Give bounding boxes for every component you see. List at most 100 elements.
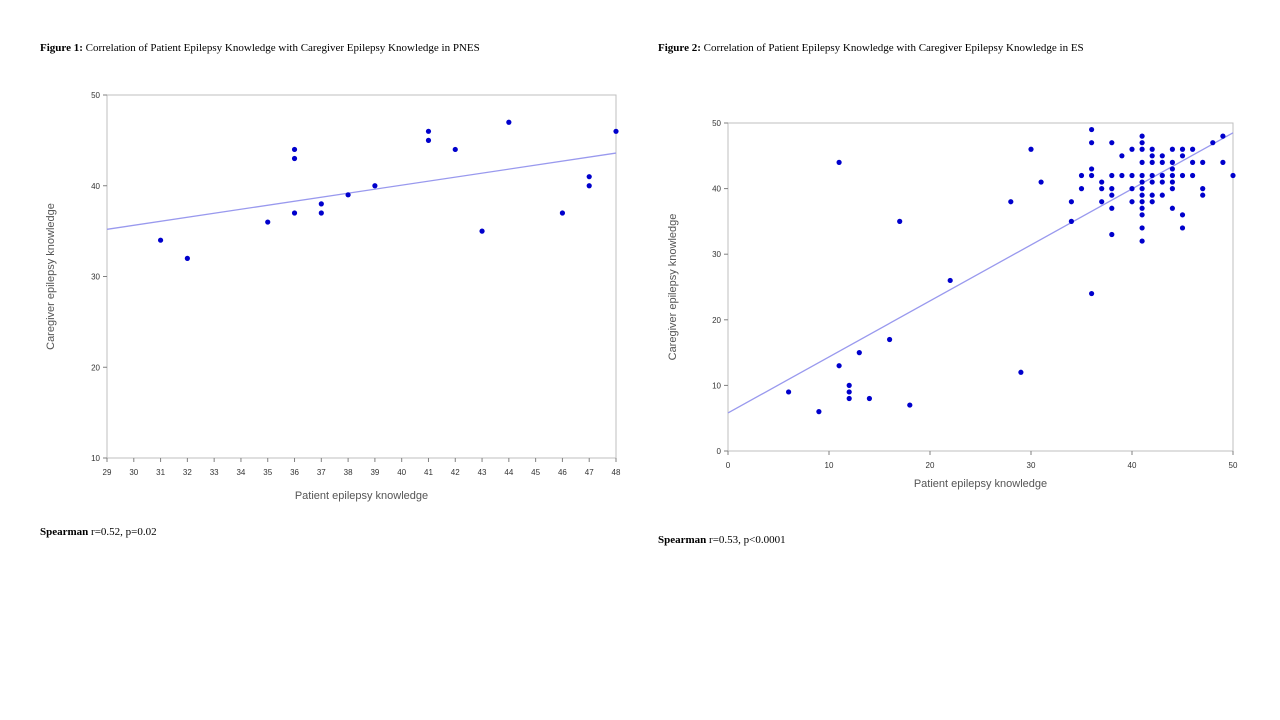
x-tick-label: 29 [103, 468, 112, 477]
data-point [318, 210, 324, 216]
data-point [1139, 172, 1145, 179]
data-point [1149, 172, 1155, 179]
figure-2-title: Figure 2: Correlation of Patient Epileps… [658, 42, 1084, 54]
data-point [1159, 159, 1165, 165]
figure-1-title: Figure 1: Correlation of Patient Epileps… [40, 42, 480, 54]
data-point [265, 219, 271, 225]
figure-1-stat-label: Spearman [40, 526, 89, 538]
x-tick-label: 40 [397, 468, 406, 477]
data-point [907, 402, 913, 408]
x-tick-label: 47 [585, 468, 594, 477]
x-tick-label: 10 [825, 461, 834, 470]
y-tick-label: 40 [91, 182, 100, 191]
y-tick-label: 50 [91, 91, 100, 100]
data-point [1169, 172, 1175, 179]
x-axis-label: Patient epilepsy knowledge [295, 490, 428, 502]
data-point [1089, 126, 1095, 133]
data-point [1220, 133, 1226, 139]
data-point [613, 128, 619, 134]
data-point [1159, 192, 1165, 198]
data-point [1109, 140, 1115, 146]
data-point [559, 210, 566, 216]
data-point [1099, 199, 1105, 205]
y-tick-label: 50 [712, 119, 721, 128]
x-tick-label: 32 [183, 468, 192, 477]
data-point [1139, 205, 1145, 211]
data-point [1089, 172, 1095, 179]
x-tick-label: 30 [129, 468, 138, 477]
data-point [1169, 159, 1175, 165]
data-point [1139, 238, 1145, 244]
figure-1-stat-value: r=0.52, p=0.02 [91, 526, 157, 538]
data-point [1089, 290, 1095, 297]
data-point [1139, 212, 1145, 218]
data-point [1179, 153, 1186, 159]
y-tick-label: 0 [717, 447, 722, 456]
x-tick-label: 33 [210, 468, 219, 477]
figure-2-scatter-plot: 0 10 20 30 40 50 0 10 20 30 40 50 Patient epilepsy k… [667, 119, 1238, 490]
data-point [425, 128, 432, 134]
figure-1-stat: Spearman r=0.52, p=0.02 [40, 526, 157, 538]
data-point [1169, 166, 1175, 172]
data-point [1159, 172, 1165, 179]
data-point [1119, 172, 1125, 179]
x-tick-label: 30 [1027, 461, 1036, 470]
x-tick-label: 45 [531, 468, 540, 477]
data-point [1169, 205, 1175, 211]
data-point [184, 255, 190, 261]
data-point [1159, 153, 1165, 159]
data-point [1169, 186, 1175, 192]
data-point [1200, 192, 1206, 198]
x-tick-label: 31 [156, 468, 165, 477]
data-point [506, 119, 512, 125]
data-point [1179, 146, 1186, 152]
data-point [897, 218, 903, 224]
figure-1-label: Figure 1: [40, 42, 83, 54]
data-point [846, 395, 852, 402]
data-point [1210, 140, 1216, 146]
x-tick-label: 43 [478, 468, 487, 477]
data-point [1038, 179, 1044, 185]
data-point [786, 389, 792, 395]
data-point [836, 363, 842, 369]
y-tick-label: 30 [91, 273, 100, 282]
data-point [1099, 179, 1105, 185]
data-point [1179, 225, 1186, 231]
data-point [586, 174, 592, 180]
data-point [866, 395, 872, 402]
data-point [1109, 186, 1115, 192]
y-tick-label: 30 [712, 250, 721, 259]
data-point [1119, 153, 1125, 159]
data-point [1099, 186, 1105, 192]
data-point [291, 146, 298, 153]
data-point [318, 201, 324, 207]
data-point [836, 159, 842, 165]
x-tick-label: 48 [612, 468, 621, 477]
x-tick-label: 40 [1128, 461, 1137, 470]
data-point [1139, 192, 1145, 198]
plot-frame [106, 94, 617, 459]
data-point [1179, 212, 1186, 218]
data-point [1139, 186, 1145, 192]
figure-2-stat-label: Spearman [658, 534, 707, 546]
x-tick-label: 20 [926, 461, 935, 470]
data-point [1169, 179, 1175, 185]
figure-1-scatter-plot: 29 30 31 32 33 34 35 36 37 38 39 40 41 42 43 44 45 46 47 48… [45, 91, 621, 502]
data-point [1190, 146, 1196, 152]
data-point [1028, 146, 1034, 152]
data-point [1139, 199, 1145, 205]
data-point [1109, 205, 1115, 211]
data-point [1230, 172, 1236, 179]
plot-frame [727, 122, 1234, 452]
data-point [947, 277, 953, 284]
data-point [1109, 172, 1115, 179]
data-point [1190, 172, 1196, 179]
x-tick-label: 41 [424, 468, 433, 477]
data-point [1089, 140, 1095, 146]
figure-2-stat: Spearman r=0.53, p<0.0001 [658, 534, 786, 546]
data-point [157, 237, 164, 243]
y-axis-label: Caregiver epilepsy knowledge [667, 214, 679, 361]
data-point [816, 409, 822, 415]
x-tick-label: 35 [263, 468, 272, 477]
data-point [887, 336, 893, 343]
